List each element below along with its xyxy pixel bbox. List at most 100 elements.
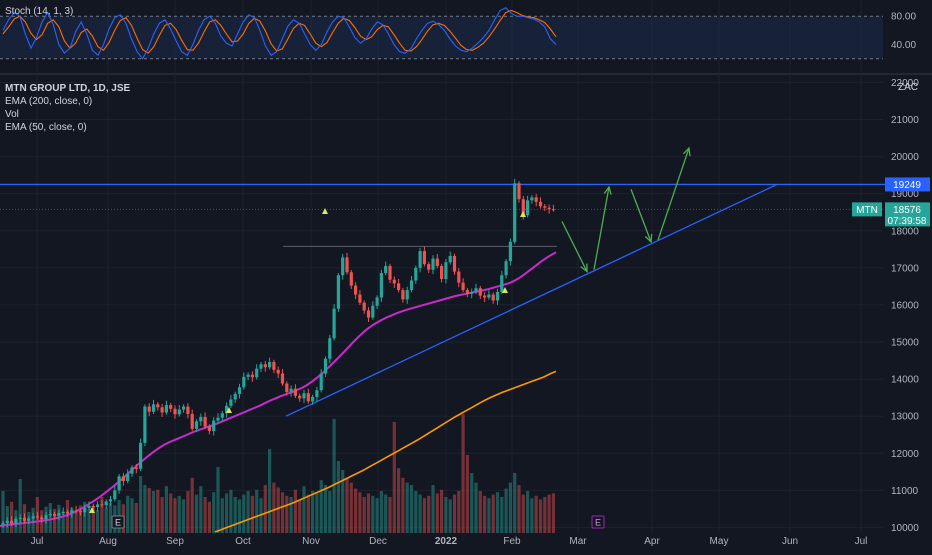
candle[interactable] <box>289 388 293 393</box>
volume-bar[interactable] <box>521 494 525 533</box>
volume-bar[interactable] <box>91 506 95 533</box>
volume-bar[interactable] <box>177 495 181 533</box>
volume-bar[interactable] <box>233 497 237 533</box>
candle[interactable] <box>521 199 525 216</box>
volume-bar[interactable] <box>500 497 504 533</box>
candle[interactable] <box>40 517 44 520</box>
volume-bar[interactable] <box>1 491 5 533</box>
candle[interactable] <box>18 517 22 519</box>
volume-bar[interactable] <box>435 493 439 533</box>
candle[interactable] <box>74 510 78 512</box>
candle[interactable] <box>547 207 551 210</box>
volume-bar[interactable] <box>358 492 362 533</box>
candle[interactable] <box>414 267 418 281</box>
volume-bar[interactable] <box>547 494 551 533</box>
candle[interactable] <box>220 413 224 418</box>
volume-bar[interactable] <box>263 485 267 533</box>
candle[interactable] <box>341 257 345 276</box>
volume-bar[interactable] <box>18 479 22 533</box>
volume-bar[interactable] <box>194 494 199 533</box>
candle[interactable] <box>31 516 35 519</box>
ema200-line[interactable] <box>214 370 557 533</box>
candle[interactable] <box>268 362 272 368</box>
volume-bar[interactable] <box>418 494 422 533</box>
candle[interactable] <box>35 516 39 518</box>
candle[interactable] <box>91 505 95 508</box>
volume-bar[interactable] <box>341 470 345 533</box>
candle[interactable] <box>311 396 315 402</box>
candle[interactable] <box>478 288 482 296</box>
projection-arrow[interactable] <box>630 188 652 243</box>
candle[interactable] <box>401 290 405 300</box>
volume-bar[interactable] <box>388 497 392 533</box>
volume-bar[interactable] <box>134 503 138 533</box>
volume-bar[interactable] <box>332 419 336 533</box>
candle[interactable] <box>388 265 392 280</box>
candle[interactable] <box>113 490 117 500</box>
candle[interactable] <box>87 505 91 509</box>
candle[interactable] <box>143 406 147 443</box>
volume-bar[interactable] <box>397 468 401 533</box>
candle[interactable] <box>242 376 246 388</box>
candle[interactable] <box>280 373 285 384</box>
candle[interactable] <box>276 369 280 374</box>
candle[interactable] <box>237 387 242 394</box>
candle[interactable] <box>371 305 375 318</box>
volume-bar[interactable] <box>151 491 156 533</box>
volume-bar[interactable] <box>298 500 302 533</box>
volume-bar[interactable] <box>173 498 177 533</box>
candle[interactable] <box>65 511 70 514</box>
volume-bar[interactable] <box>319 480 323 533</box>
volume-bar[interactable] <box>538 499 543 533</box>
symbol-title[interactable]: MTN GROUP LTD, 1D, JSE <box>5 83 131 94</box>
candle[interactable] <box>315 390 319 397</box>
candle[interactable] <box>121 476 125 482</box>
volume-bar[interactable] <box>315 493 319 533</box>
candle[interactable] <box>427 264 431 270</box>
candle[interactable] <box>495 291 500 301</box>
projection-arrow[interactable] <box>561 221 588 272</box>
candle[interactable] <box>465 290 469 294</box>
candle[interactable] <box>422 251 426 265</box>
volume-bar[interactable] <box>336 461 340 533</box>
candle[interactable] <box>104 501 108 506</box>
volume-bar[interactable] <box>268 449 272 533</box>
candle[interactable] <box>164 405 168 413</box>
stoch-d-line[interactable] <box>2 9 557 54</box>
candle[interactable] <box>530 197 534 201</box>
candle[interactable] <box>169 405 173 409</box>
candle[interactable] <box>534 197 538 202</box>
volume-bar[interactable] <box>87 509 91 533</box>
candle[interactable] <box>216 417 220 421</box>
candle[interactable] <box>526 200 530 216</box>
candle[interactable] <box>418 251 422 268</box>
candle[interactable] <box>190 413 194 429</box>
candle[interactable] <box>100 504 104 506</box>
candle[interactable] <box>48 514 52 516</box>
candle[interactable] <box>405 290 409 300</box>
candle[interactable] <box>14 518 18 524</box>
candle[interactable] <box>431 258 435 270</box>
volume-bar[interactable] <box>379 491 383 533</box>
candle[interactable] <box>354 285 358 295</box>
candle[interactable] <box>246 374 250 377</box>
volume-bar[interactable] <box>139 476 143 533</box>
last-price-tag[interactable] <box>885 202 930 227</box>
volume-bar[interactable] <box>513 473 517 533</box>
candle[interactable] <box>134 467 138 469</box>
projection-arrow[interactable] <box>593 186 610 270</box>
volume-bar[interactable] <box>302 486 306 533</box>
volume-bar[interactable] <box>160 497 164 533</box>
volume-bar[interactable] <box>169 493 173 533</box>
candle[interactable] <box>160 407 164 413</box>
candle[interactable] <box>517 183 521 200</box>
candle[interactable] <box>126 473 130 482</box>
volume-bar[interactable] <box>448 499 452 533</box>
candle[interactable] <box>177 409 181 415</box>
candle[interactable] <box>362 302 366 311</box>
volume-bar[interactable] <box>182 499 186 533</box>
candle[interactable] <box>130 467 134 474</box>
candle[interactable] <box>358 294 362 303</box>
candle[interactable] <box>70 510 74 514</box>
